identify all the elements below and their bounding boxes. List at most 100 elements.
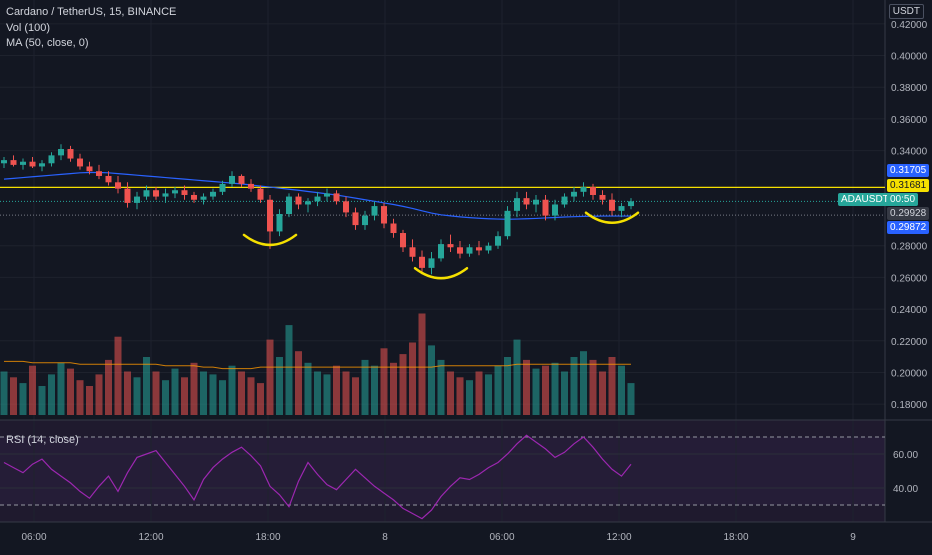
volume-bar <box>247 377 255 415</box>
candle-body <box>314 196 321 202</box>
volume-bar <box>542 365 549 415</box>
price-tick-label: 0.20000 <box>891 368 928 379</box>
countdown-tag: 00:50 <box>887 193 919 206</box>
candle-body <box>428 258 435 268</box>
volume-bar <box>561 371 568 415</box>
candle-body <box>20 161 26 165</box>
chart-title: Cardano / TetherUS, 15, BINANCE <box>6 6 177 18</box>
candle <box>77 153 83 170</box>
volume-bar <box>608 357 616 415</box>
time-tick-label: 06:00 <box>21 532 46 543</box>
price-tick-label: 0.26000 <box>891 273 928 284</box>
candle <box>191 191 197 203</box>
volume-bar <box>437 359 445 415</box>
candle-body <box>419 256 425 268</box>
candle-body <box>200 196 207 200</box>
time-tick-label: 8 <box>382 532 388 543</box>
candle-body <box>523 198 530 205</box>
candle <box>419 250 425 275</box>
candle <box>523 191 530 210</box>
volume-bar <box>532 368 540 415</box>
candle <box>124 182 131 208</box>
candle <box>552 199 558 221</box>
candle-body <box>162 193 169 197</box>
volume-bar <box>0 371 8 415</box>
candle-body <box>305 201 311 205</box>
candle-body <box>295 196 302 205</box>
candle-body <box>542 199 549 216</box>
candle-body <box>276 214 283 232</box>
candle-body <box>362 215 368 226</box>
price-tick-label: 0.42000 <box>891 20 928 31</box>
candle <box>362 210 368 230</box>
volume-bar <box>390 362 397 415</box>
candle <box>20 158 26 170</box>
candle-body <box>286 196 292 214</box>
time-tick-label: 18:00 <box>255 532 280 543</box>
candle <box>48 152 55 167</box>
volume-bar <box>238 371 245 415</box>
candle-body <box>219 183 226 192</box>
volume-bar <box>228 365 236 415</box>
rsi-tick-label: 40.00 <box>893 484 918 495</box>
price-tick-label: 0.22000 <box>891 337 928 348</box>
candle <box>618 202 625 218</box>
candle <box>609 193 615 216</box>
candle <box>1 156 7 169</box>
candle-body <box>485 245 492 251</box>
candle <box>153 187 159 200</box>
candle <box>628 198 634 210</box>
candle-body <box>238 175 245 184</box>
candle-body <box>134 196 140 203</box>
volume-bar <box>133 377 141 415</box>
candle <box>172 187 178 199</box>
candle-body <box>495 236 501 246</box>
candle <box>400 229 406 253</box>
candle-body <box>229 175 235 184</box>
candle-body <box>1 160 7 164</box>
candle <box>86 161 93 175</box>
candle <box>305 198 311 213</box>
candle <box>504 206 511 240</box>
currency-label[interactable]: USDT <box>888 4 924 19</box>
candle-body <box>618 206 625 211</box>
candle <box>295 193 302 210</box>
volume-bar <box>209 374 217 415</box>
candle-body <box>172 190 178 194</box>
candle-body <box>124 188 131 203</box>
volume-bar <box>162 380 169 415</box>
volume-bar <box>181 377 188 415</box>
volume-bar <box>570 357 578 415</box>
candle <box>466 244 473 257</box>
candle <box>276 209 283 237</box>
volume-bar <box>399 354 407 415</box>
symbol-name: ADAUSDT <box>841 194 889 205</box>
price-tick-label: 0.36000 <box>891 115 928 126</box>
candle <box>58 144 64 161</box>
volume-bar <box>86 386 93 415</box>
volume-bar <box>48 374 55 415</box>
candle <box>542 194 549 221</box>
volume-bar <box>276 357 283 415</box>
candle <box>143 185 150 200</box>
candle-body <box>143 190 150 197</box>
candle <box>580 182 587 197</box>
candle <box>162 188 169 203</box>
candle <box>134 191 140 210</box>
volume-bar <box>304 362 312 415</box>
candle <box>314 191 321 207</box>
volume-bar <box>19 383 27 415</box>
candle-body <box>191 194 197 200</box>
volume-bar <box>323 374 331 415</box>
candle <box>533 194 539 213</box>
volume-bar <box>513 339 521 415</box>
volume-bar <box>371 365 378 415</box>
volume-bar <box>57 362 65 415</box>
volume-bar <box>95 374 103 415</box>
candle <box>438 239 444 262</box>
price-tick-label: 0.24000 <box>891 305 928 316</box>
candle-body <box>599 194 606 200</box>
ma-legend: MA (50, close, 0) <box>6 37 89 49</box>
candle <box>286 193 292 218</box>
